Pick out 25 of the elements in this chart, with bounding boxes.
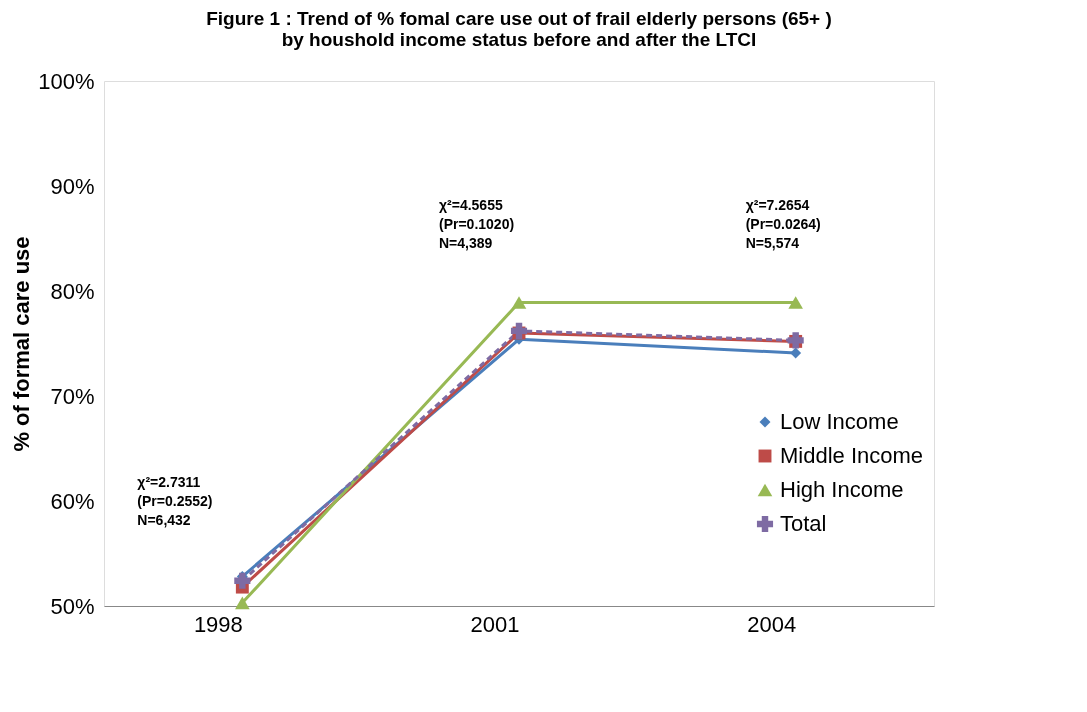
point bbox=[510, 322, 528, 339]
x-tick-label: 2004 bbox=[747, 611, 797, 637]
legend-label: Low Income bbox=[780, 409, 899, 434]
y-tick-label: 100% bbox=[38, 68, 95, 94]
point bbox=[511, 296, 527, 309]
x-tick-label: 1998 bbox=[193, 611, 243, 637]
legend-label: High Income bbox=[780, 477, 904, 502]
text: by houshold income status before and after the LTCI bbox=[281, 29, 757, 50]
annotation: χ²=4.5655 (Pr=0.1020) N=4,389 bbox=[439, 197, 515, 251]
text: Figure 1 : Trend of % fomal care use out of frail elderly persons (65+ ) bbox=[206, 8, 832, 29]
y-tick-label: 70% bbox=[50, 383, 95, 409]
point bbox=[234, 572, 251, 589]
y-tick-label: 90% bbox=[50, 173, 95, 199]
y-axis-title: % of formal care use bbox=[9, 236, 35, 452]
y-tick-label: 50% bbox=[50, 593, 95, 619]
legend-label: Total bbox=[780, 511, 827, 536]
point bbox=[790, 347, 802, 359]
y-tick-label: 80% bbox=[50, 278, 95, 304]
annotation: χ²=7.2654 (Pr=0.0264) N=5,574 bbox=[745, 197, 821, 251]
legend-label: Middle Income bbox=[780, 443, 924, 468]
x-tick-label: 2001 bbox=[470, 611, 520, 637]
point bbox=[235, 596, 250, 610]
y-tick-label: 60% bbox=[50, 488, 95, 514]
point bbox=[788, 296, 803, 309]
annotation: χ²=2.7311 (Pr=0.2552) N=6,432 bbox=[137, 474, 213, 528]
